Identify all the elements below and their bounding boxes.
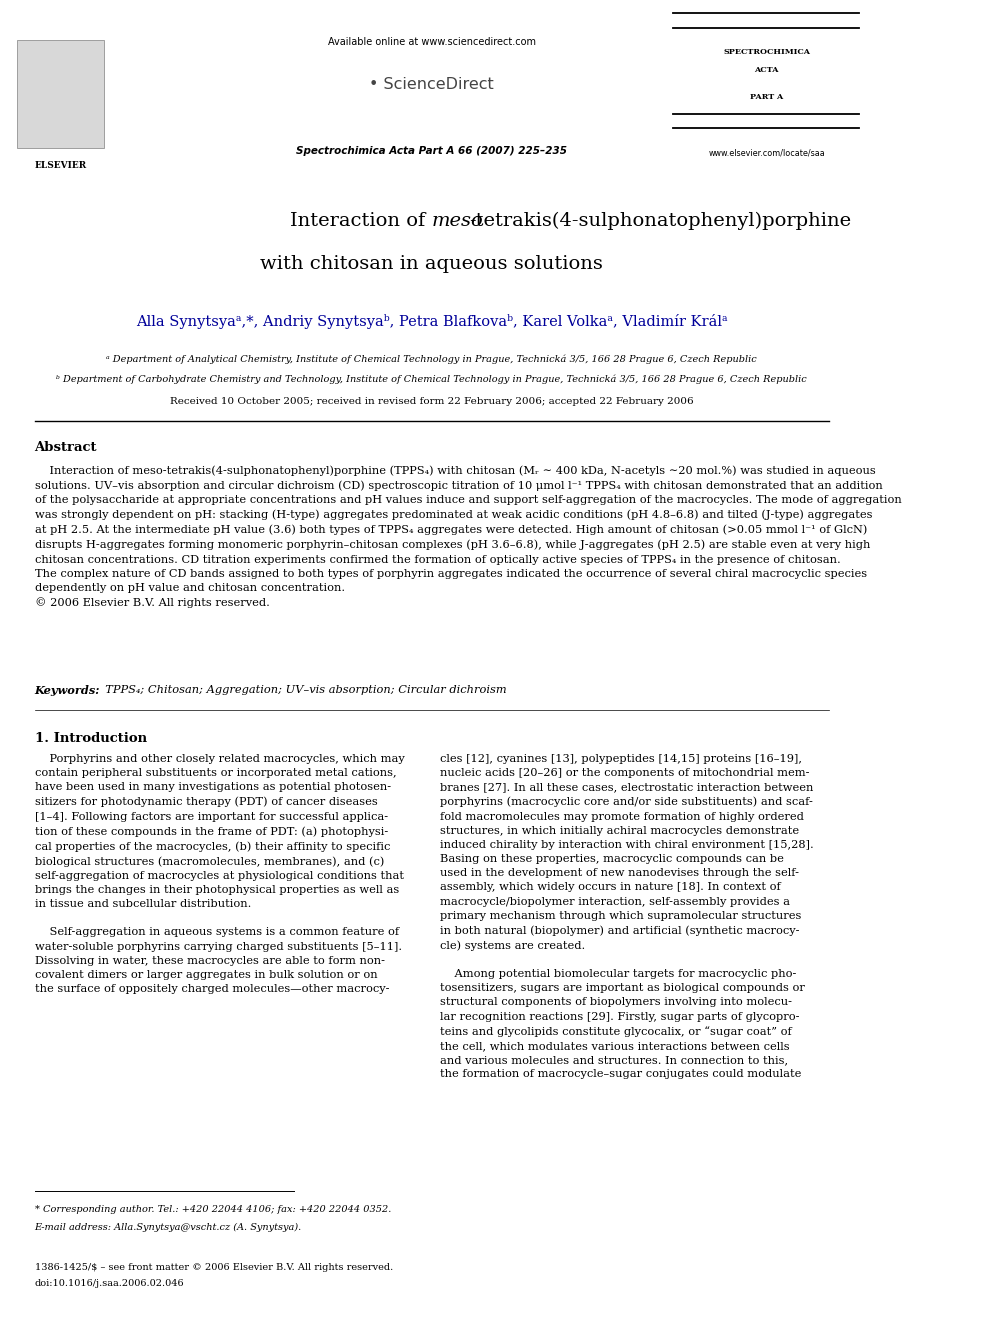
Text: E-mail address: Alla.Synytsya@vscht.cz (A. Synytsya).: E-mail address: Alla.Synytsya@vscht.cz (… — [35, 1222, 302, 1232]
Text: * Corresponding author. Tel.: +420 22044 4106; fax: +420 22044 0352.: * Corresponding author. Tel.: +420 22044… — [35, 1205, 391, 1215]
Text: 1. Introduction: 1. Introduction — [35, 732, 147, 745]
Text: SPECTROCHIMICA: SPECTROCHIMICA — [723, 48, 810, 56]
Text: www.elsevier.com/locate/saa: www.elsevier.com/locate/saa — [708, 148, 825, 157]
Text: cles [12], cyanines [13], polypeptides [14,15] proteins [16–19],
nucleic acids [: cles [12], cyanines [13], polypeptides [… — [440, 754, 814, 1080]
Text: TPPS₄; Chitosan; Aggregation; UV–vis absorption; Circular dichroism: TPPS₄; Chitosan; Aggregation; UV–vis abs… — [97, 685, 506, 696]
Text: Received 10 October 2005; received in revised form 22 February 2006; accepted 22: Received 10 October 2005; received in re… — [170, 397, 693, 406]
Text: with chitosan in aqueous solutions: with chitosan in aqueous solutions — [260, 255, 603, 274]
Text: Available online at www.sciencedirect.com: Available online at www.sciencedirect.co… — [327, 37, 536, 48]
FancyBboxPatch shape — [17, 40, 103, 148]
Text: ACTA: ACTA — [754, 66, 779, 74]
Text: Alla Synytsyaᵃ,*, Andriy Synytsyaᵇ, Petra Blafkovaᵇ, Karel Volkaᵃ, Vladimír Král: Alla Synytsyaᵃ,*, Andriy Synytsyaᵇ, Petr… — [136, 314, 727, 328]
Text: Interaction of: Interaction of — [290, 212, 432, 230]
Text: ELSEVIER: ELSEVIER — [35, 161, 86, 171]
Text: Keywords:: Keywords: — [35, 685, 100, 696]
Text: Spectrochimica Acta Part A 66 (2007) 225–235: Spectrochimica Acta Part A 66 (2007) 225… — [297, 146, 567, 156]
Text: ᵃ Department of Analytical Chemistry, Institute of Chemical Technology in Prague: ᵃ Department of Analytical Chemistry, In… — [106, 355, 757, 364]
Text: -tetrakis(4-sulphonatophenyl)porphine: -tetrakis(4-sulphonatophenyl)porphine — [469, 212, 851, 230]
Text: ᵇ Department of Carbohydrate Chemistry and Technology, Institute of Chemical Tec: ᵇ Department of Carbohydrate Chemistry a… — [57, 374, 807, 384]
Text: • ScienceDirect: • ScienceDirect — [369, 77, 494, 91]
Text: Abstract: Abstract — [35, 441, 97, 454]
Text: meso: meso — [432, 212, 483, 230]
Text: PART A: PART A — [750, 93, 784, 101]
Text: 1386-1425/$ – see front matter © 2006 Elsevier B.V. All rights reserved.: 1386-1425/$ – see front matter © 2006 El… — [35, 1263, 393, 1273]
Text: Porphyrins and other closely related macrocycles, which may
contain peripheral s: Porphyrins and other closely related mac… — [35, 754, 405, 994]
Text: doi:10.1016/j.saa.2006.02.046: doi:10.1016/j.saa.2006.02.046 — [35, 1279, 185, 1289]
Text: Interaction of meso-tetrakis(4-sulphonatophenyl)porphine (TPPS₄) with chitosan (: Interaction of meso-tetrakis(4-sulphonat… — [35, 466, 902, 609]
